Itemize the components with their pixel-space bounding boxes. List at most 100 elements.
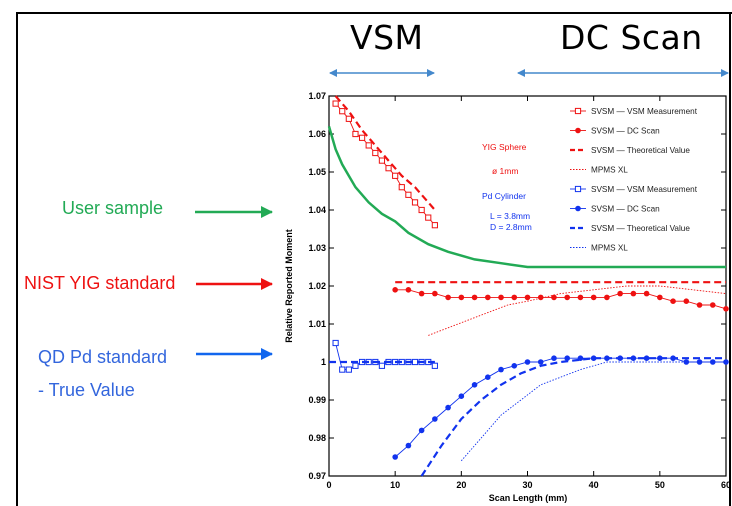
frame-left-line — [16, 12, 18, 506]
legend-label: SVSM — VSM Measurement — [591, 107, 698, 116]
data-point — [657, 355, 663, 362]
data-point — [709, 302, 716, 308]
frame-top-line — [16, 12, 732, 14]
data-point — [332, 339, 339, 347]
series-yig-dc — [392, 287, 729, 312]
data-point — [445, 404, 451, 411]
y-tick-label: 1.03 — [308, 243, 326, 253]
legend-entry: SVSM — VSM Measurement — [570, 185, 698, 194]
data-point — [643, 355, 650, 362]
series-pd-vsm — [332, 339, 438, 373]
legend-label: SVSM — Theoretical Value — [591, 224, 690, 233]
series-line-yig-dc — [395, 289, 727, 310]
legend-marker — [575, 127, 581, 134]
pd-title-annotation: Pd Cylinder — [482, 191, 526, 201]
data-point — [432, 416, 438, 422]
series-yig-vsm-theory — [334, 95, 436, 211]
data-point — [378, 157, 386, 164]
y-tick-label: 1.02 — [308, 281, 326, 291]
data-point — [352, 130, 359, 138]
legend-marker — [575, 205, 581, 212]
data-point — [498, 294, 504, 301]
x-tick-label: 0 — [326, 480, 331, 490]
legend-label: MPMS XL — [591, 244, 628, 253]
data-point — [365, 142, 372, 149]
data-point — [696, 302, 703, 308]
data-point — [405, 442, 412, 449]
data-point — [551, 355, 557, 362]
y-axis-label: Relative Reported Moment — [284, 229, 294, 343]
series-line-pd-mpms — [460, 361, 726, 462]
x-tick-label: 30 — [522, 480, 532, 490]
data-point — [398, 184, 405, 191]
legend-label: MPMS XL — [591, 166, 628, 175]
chart: 0 10 20 30 40 50 60 0.97 0.98 0.99 1 1.01 1.02 1.03 1.… — [284, 91, 731, 503]
data-point — [670, 298, 676, 304]
data-point — [657, 294, 663, 301]
legend-marker — [574, 107, 582, 115]
data-point — [411, 358, 419, 366]
data-point — [358, 134, 366, 141]
series-pd-dc-theory — [420, 357, 726, 477]
data-point — [352, 362, 359, 369]
pd-d-annotation: D = 2.8mm — [490, 222, 532, 232]
data-point — [723, 359, 729, 365]
series-line-pd-vsm — [335, 342, 436, 371]
data-point — [345, 115, 352, 122]
x-tick-label: 10 — [390, 480, 400, 490]
series-pd-mpms — [460, 361, 726, 462]
data-point — [590, 355, 597, 362]
pd-l-annotation: L = 3.8mm — [490, 211, 530, 221]
data-point — [643, 290, 650, 297]
data-point — [524, 359, 531, 365]
series-line-user-sample — [327, 126, 726, 269]
y-tick-label: 0.98 — [308, 433, 326, 443]
data-point — [405, 287, 412, 293]
data-point — [385, 165, 392, 172]
series-yig-vsm — [332, 100, 438, 229]
frame-right-line — [729, 12, 731, 506]
yig-title-annotation: YIG Sphere — [482, 142, 527, 152]
nist-yig-label: NIST YIG standard — [24, 273, 176, 293]
x-tick-label: 50 — [655, 480, 665, 490]
x-axis-label: Scan Length (mm) — [489, 493, 568, 503]
data-point — [471, 294, 478, 301]
data-point — [590, 294, 597, 301]
true-value-label: - True Value — [38, 380, 135, 400]
vsm-header: VSM — [350, 18, 424, 57]
data-point — [723, 306, 729, 312]
series-user-sample — [327, 126, 726, 269]
yig-dim-annotation: ø 1mm — [492, 166, 518, 176]
data-point — [511, 294, 518, 301]
data-point — [630, 290, 637, 297]
user-sample-label: User sample — [62, 198, 164, 218]
series-line-yig-vsm — [335, 103, 436, 226]
legend-label: SVSM — VSM Measurement — [591, 185, 698, 194]
data-point — [485, 294, 491, 301]
x-tick-label: 40 — [589, 480, 599, 490]
data-point — [418, 206, 425, 214]
series-line-pd-dc — [394, 357, 726, 458]
y-tick-label: 0.97 — [308, 471, 326, 481]
data-point — [431, 362, 438, 369]
data-point — [683, 298, 690, 304]
x-tick-label: 20 — [456, 480, 466, 490]
legend-entry: SVSM — DC Scan — [570, 205, 660, 214]
y-tick-label: 1.07 — [308, 91, 326, 101]
x-tick-label: 60 — [721, 480, 731, 490]
y-tick-label: 1.05 — [308, 167, 326, 177]
series-yig-mpms — [428, 285, 727, 336]
data-point — [498, 366, 504, 373]
data-point — [418, 290, 425, 297]
y-tick-label: 1.01 — [308, 319, 326, 329]
y-tick-label: 1.04 — [308, 205, 326, 215]
data-point — [411, 199, 419, 206]
data-point — [405, 191, 412, 198]
legend-label: SVSM — Theoretical Value — [591, 146, 690, 155]
data-point — [537, 359, 544, 365]
data-point — [617, 290, 623, 297]
data-point — [339, 366, 346, 373]
legend-marker — [574, 185, 582, 193]
data-point — [564, 355, 570, 362]
data-point — [551, 294, 557, 301]
